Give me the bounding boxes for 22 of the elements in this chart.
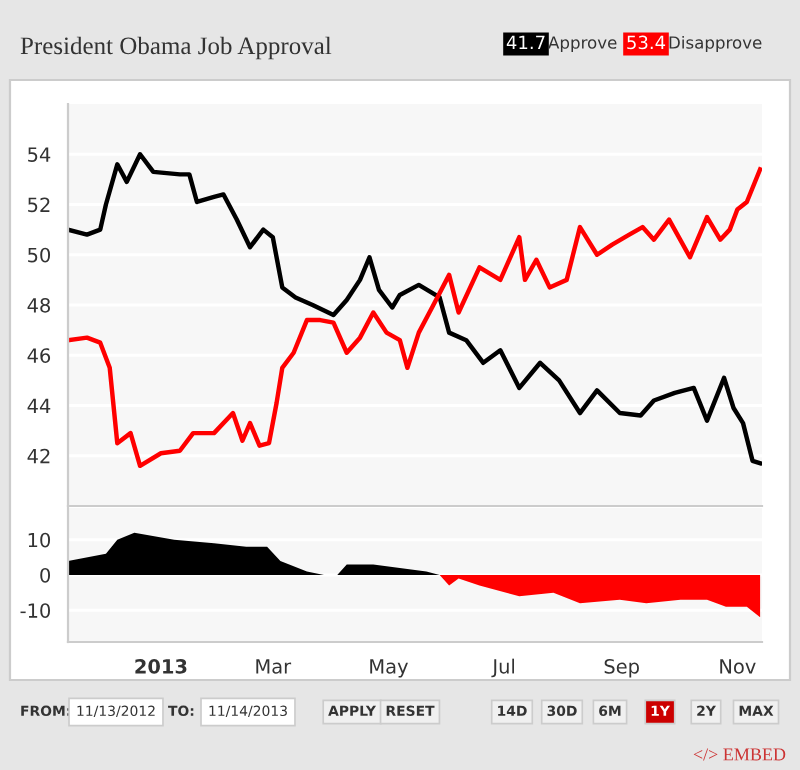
y-tick-label: 46: [27, 348, 51, 363]
y-tick-label: 44: [27, 398, 51, 413]
chart-title: President Obama Job Approval: [20, 36, 332, 60]
x-tick-label: Mar: [256, 659, 292, 674]
text: </> EMBED: [693, 748, 786, 761]
x-tick-label: 2013: [135, 659, 187, 674]
x-tick-label: Sep: [604, 659, 639, 678]
y-tick-label: 42: [27, 448, 50, 464]
x-tick-label: Nov: [720, 659, 756, 674]
x-tick-label: May: [370, 659, 408, 678]
y-tick-label: 48: [27, 297, 50, 313]
y-tick-label: -10: [20, 603, 51, 618]
y-tick-label: 50: [28, 247, 51, 263]
text: 53.4: [627, 35, 666, 50]
x-tick-label: Jul: [491, 658, 515, 678]
y-tick-label: 52: [28, 197, 50, 213]
y-tick-label: 54: [28, 147, 51, 162]
legend-label: Disapprove: [669, 35, 762, 53]
legend-label: Approve: [548, 36, 617, 53]
text: 41.7: [506, 35, 545, 49]
y-tick-label: 10: [28, 532, 51, 548]
y-tick-label: 0: [40, 567, 51, 583]
